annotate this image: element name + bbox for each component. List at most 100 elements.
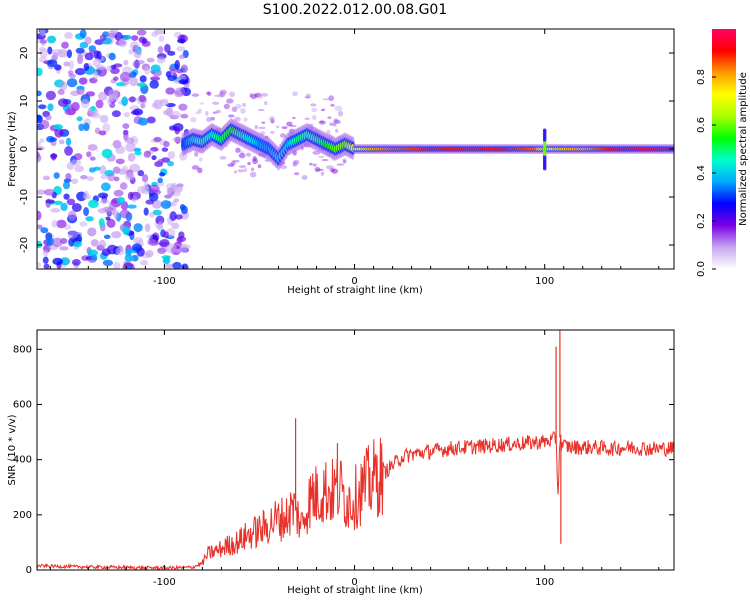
noise-blob bbox=[205, 110, 209, 116]
noise-blob bbox=[66, 198, 76, 206]
noise-blob bbox=[42, 256, 49, 264]
snr-frame bbox=[36, 329, 675, 571]
noise-blob bbox=[165, 87, 176, 95]
noise-blob bbox=[51, 49, 63, 55]
noise-blob bbox=[60, 202, 68, 212]
noise-blob bbox=[146, 57, 155, 63]
noise-blob bbox=[123, 59, 129, 66]
noise-blob bbox=[146, 116, 156, 124]
noise-blob bbox=[165, 243, 177, 254]
noise-blob bbox=[47, 103, 54, 112]
snr-line bbox=[37, 430, 674, 570]
noise-blob bbox=[231, 106, 238, 113]
noise-blob bbox=[143, 150, 152, 158]
noise-blob bbox=[83, 190, 89, 199]
noise-blob bbox=[71, 259, 81, 266]
noise-blob bbox=[143, 181, 149, 192]
noise-blob bbox=[79, 221, 88, 227]
noise-blob bbox=[230, 161, 236, 166]
noise-blob bbox=[249, 171, 257, 178]
snr-y-tick-label: 200 bbox=[13, 510, 32, 521]
noise-blob bbox=[238, 152, 246, 159]
noise-blob bbox=[129, 76, 138, 87]
noise-blob bbox=[123, 34, 132, 40]
noise-blob bbox=[212, 101, 220, 105]
spectrogram-x-axis-label: Height of straight line (km) bbox=[287, 285, 423, 296]
noise-blob bbox=[312, 114, 317, 121]
noise-blob bbox=[178, 103, 188, 111]
noise-blob bbox=[322, 98, 331, 101]
noise-blob bbox=[66, 78, 78, 88]
noise-blob bbox=[198, 157, 203, 162]
noise-blob bbox=[86, 151, 92, 158]
noise-blob bbox=[312, 163, 317, 167]
noise-blob bbox=[141, 40, 151, 47]
noise-blob bbox=[39, 29, 46, 37]
noise-blob bbox=[167, 151, 176, 159]
snr-x-axis-label: Height of straight line (km) bbox=[287, 585, 423, 596]
noise-blob bbox=[89, 156, 96, 161]
noise-blob bbox=[232, 159, 240, 163]
noise-blob bbox=[106, 30, 118, 37]
noise-blob bbox=[240, 108, 246, 114]
noise-blob bbox=[172, 136, 184, 143]
noise-blob bbox=[247, 161, 252, 166]
noise-blob bbox=[148, 192, 159, 202]
figure-title: S100.2022.012.00.08.G01 bbox=[263, 2, 448, 18]
spectrogram-x-tick-label: 100 bbox=[535, 276, 554, 287]
noise-blob bbox=[46, 237, 54, 246]
noise-blob bbox=[159, 238, 170, 248]
noise-blob bbox=[304, 117, 311, 120]
noise-blob bbox=[58, 80, 68, 91]
noise-blob bbox=[257, 164, 262, 169]
noise-blob bbox=[199, 102, 205, 105]
noise-blob bbox=[113, 209, 119, 220]
noise-blob bbox=[163, 231, 169, 239]
noise-blob bbox=[252, 158, 259, 165]
colorbar-label: Normalized spectral amplitude bbox=[738, 72, 749, 226]
noise-blob bbox=[139, 75, 147, 83]
noise-blob bbox=[136, 82, 147, 87]
noise-blob bbox=[128, 48, 134, 55]
noise-blob bbox=[178, 54, 186, 60]
noise-blob bbox=[130, 110, 140, 115]
noise-blob bbox=[174, 126, 180, 135]
noise-blob bbox=[133, 48, 142, 59]
noise-blob bbox=[84, 36, 92, 45]
noise-blob bbox=[98, 239, 107, 250]
noise-blob bbox=[153, 136, 162, 142]
noise-blob bbox=[293, 172, 300, 176]
noise-blob bbox=[67, 230, 78, 239]
noise-blob bbox=[129, 163, 141, 173]
noise-blob bbox=[286, 121, 293, 127]
noise-blob bbox=[42, 249, 49, 257]
noise-blob bbox=[326, 165, 334, 170]
noise-blob bbox=[179, 244, 189, 253]
snr-x-tick-label: 0 bbox=[351, 577, 357, 588]
snr-line-layer bbox=[37, 330, 674, 570]
noise-blob bbox=[226, 98, 234, 104]
noise-blob bbox=[212, 111, 217, 115]
noise-blob bbox=[39, 119, 50, 130]
noise-blob bbox=[170, 184, 179, 192]
noise-blob bbox=[37, 146, 45, 151]
noise-blob bbox=[43, 188, 55, 196]
noise-blob bbox=[37, 67, 43, 77]
noise-blob bbox=[74, 165, 85, 173]
noise-blob bbox=[157, 158, 164, 165]
noise-blob bbox=[64, 109, 76, 116]
noise-blob bbox=[121, 165, 129, 173]
noise-blob bbox=[83, 206, 90, 217]
noise-blob bbox=[219, 155, 227, 160]
noise-blob bbox=[320, 171, 325, 176]
noise-blob bbox=[50, 208, 61, 213]
noise-blob bbox=[171, 222, 180, 230]
noise-blob bbox=[160, 200, 172, 209]
noise-blob bbox=[228, 114, 235, 118]
noise-blob bbox=[144, 66, 151, 76]
noise-blob bbox=[191, 93, 200, 97]
noise-blob bbox=[167, 160, 175, 167]
noise-blob bbox=[124, 172, 135, 181]
